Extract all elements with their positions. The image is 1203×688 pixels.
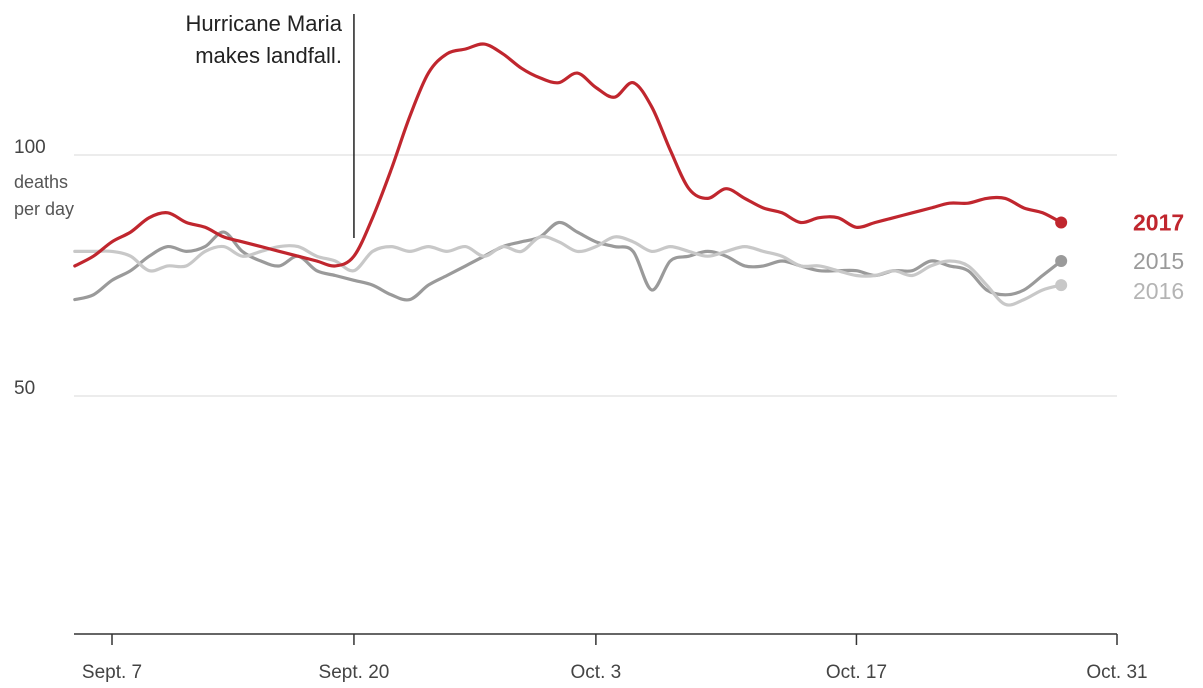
x-tick-label: Sept. 7: [82, 662, 142, 683]
series-label-2017: 2017: [1133, 209, 1184, 235]
y-tick-label-50: 50: [14, 378, 35, 399]
y-unit-label-line: deaths: [14, 172, 68, 192]
annotation-text-line: makes landfall.: [195, 43, 342, 68]
gridlines: [74, 154, 1117, 397]
series-label-2015: 2015: [1133, 248, 1184, 274]
x-tick-label: Sept. 20: [319, 662, 390, 683]
series-line-2017: [73, 42, 1063, 268]
x-axis: Sept. 7 Sept. 20 Oct. 3 Oct. 17 Oct. 31: [74, 633, 1148, 683]
annotation-text-line: Hurricane Maria: [185, 11, 342, 36]
series-lines: [73, 42, 1068, 307]
annotation: Hurricane Maria makes landfall.: [185, 11, 355, 238]
y-axis-labels: 50 100 deaths per day: [14, 137, 74, 399]
x-tick-label: Oct. 3: [571, 662, 622, 683]
series-end-marker-2015: [1055, 255, 1068, 268]
series-line-2015: [73, 220, 1063, 302]
x-tick-label: Oct. 17: [826, 662, 887, 683]
series-end-marker-2016: [1055, 279, 1068, 292]
y-unit-label-line: per day: [14, 199, 74, 219]
series-end-marker-2017: [1055, 216, 1068, 229]
x-tick-label: Oct. 31: [1086, 662, 1147, 683]
series-end-labels: 2017 2015 2016: [1133, 209, 1184, 304]
series-label-2016: 2016: [1133, 278, 1184, 304]
y-tick-label-100: 100: [14, 137, 46, 158]
series-line-2016: [73, 234, 1063, 307]
